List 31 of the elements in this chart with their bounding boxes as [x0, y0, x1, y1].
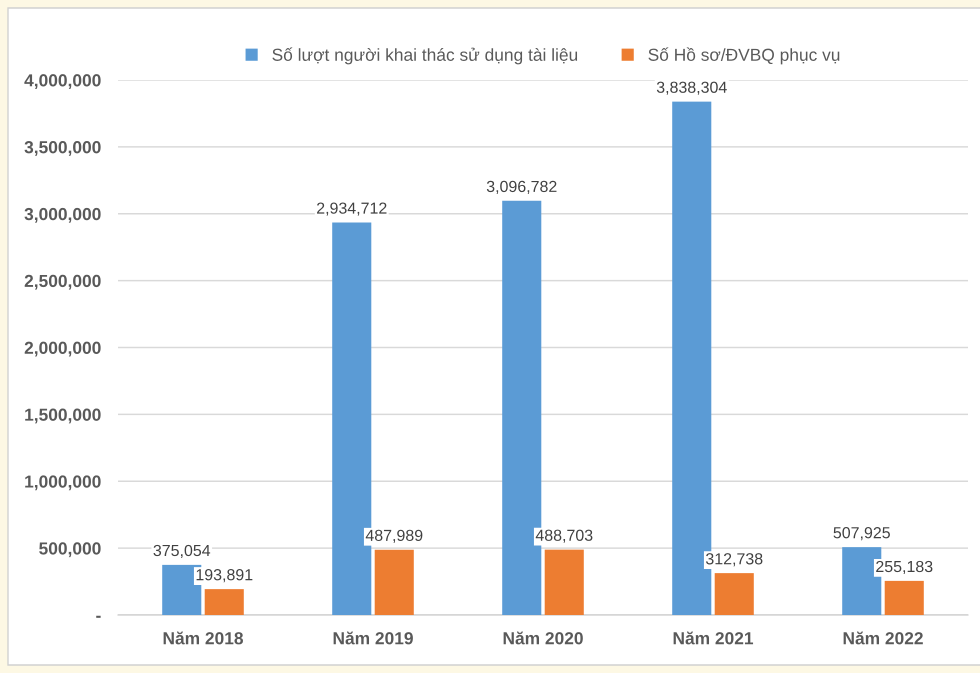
data-label: 193,891: [196, 569, 252, 582]
bar: [544, 550, 584, 615]
data-label: 255,183: [876, 560, 932, 574]
data-label: 312,738: [706, 553, 762, 566]
y-tick-label: 1,500,000: [25, 408, 101, 424]
x-tick-label: Năm 2019: [334, 631, 413, 644]
data-label: 2,934,712: [317, 202, 386, 216]
data-label: 487,989: [366, 530, 422, 543]
x-tick-label: Năm 2022: [844, 631, 923, 644]
bar: [374, 550, 414, 615]
y-tick-label: -: [96, 616, 101, 618]
legend-label: Số Hồ sơ/ĐVBQ phục vụ: [648, 47, 840, 64]
y-tick-label: 2,000,000: [24, 342, 101, 356]
bar: [204, 589, 244, 615]
y-tick-label: 500,000: [39, 542, 101, 558]
y-tick-label: 3,000,000: [24, 208, 101, 223]
x-tick-label: Năm 2018: [164, 631, 244, 644]
x-tick-label: Năm 2021: [674, 631, 754, 644]
data-label: 375,054: [153, 544, 210, 558]
y-tick-label: 4,000,000: [24, 74, 101, 89]
y-tick-label: 2,500,000: [24, 274, 101, 290]
y-tick-label: 1,000,000: [25, 475, 101, 490]
y-tick-label: 3,500,000: [24, 141, 101, 156]
data-label: 507,925: [834, 527, 890, 540]
data-label: 3,096,782: [486, 180, 556, 194]
data-label: 3,838,304: [656, 82, 727, 95]
x-tick-label: Năm 2020: [504, 631, 583, 644]
data-label: 488,703: [536, 530, 592, 543]
bar: [714, 573, 754, 615]
legend-label: Số lượt người khai thác sử dụng tài liệu: [272, 47, 578, 64]
bar: [884, 580, 924, 615]
